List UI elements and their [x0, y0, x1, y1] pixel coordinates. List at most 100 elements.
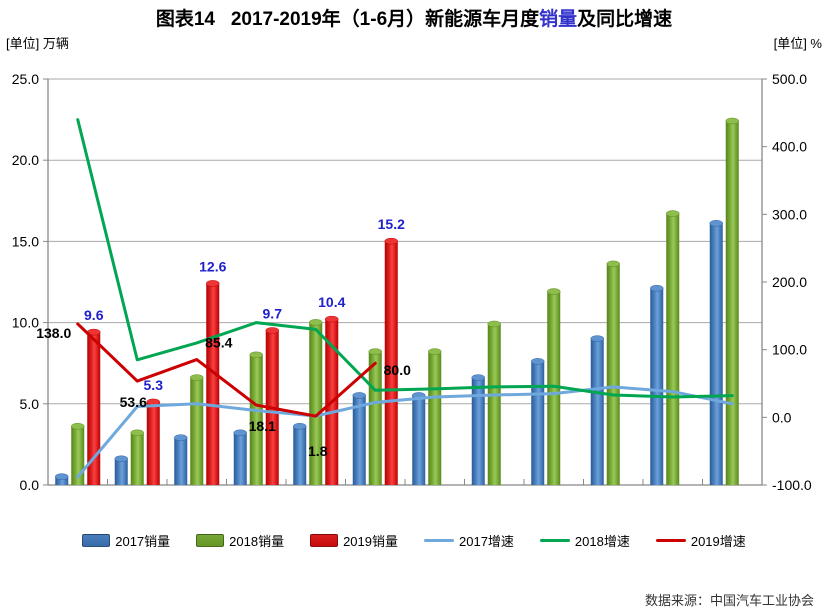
bar-2019销量-2月: [146, 398, 160, 485]
bar-body: [114, 458, 128, 485]
title-prefix: 图表14: [155, 9, 215, 30]
data-label-growth-2019: 80.0: [384, 362, 411, 378]
bar-2019销量-3月: [206, 280, 220, 485]
line-2017增速: [76, 385, 734, 479]
legend-label: 2017销量: [115, 533, 171, 549]
legend-swatch-bar-icon: [196, 533, 225, 547]
bar-body: [249, 354, 263, 485]
legend-item-2017增速[interactable]: 2017增速: [424, 531, 514, 550]
legend-swatch-line-icon: [424, 538, 454, 542]
bar-2018销量-1月: [71, 423, 85, 485]
bar-cap: [71, 423, 85, 430]
bar-cap: [265, 327, 279, 334]
bar-body: [650, 288, 664, 485]
line-2019增速: [76, 322, 377, 418]
bar-cap: [174, 434, 188, 441]
bar-body: [590, 338, 604, 485]
y2-tick-label: 300.0: [772, 206, 807, 222]
y-tick-label: 20.0: [12, 152, 39, 168]
bar-body: [87, 332, 101, 485]
bar-2018销量-7月: [428, 348, 442, 485]
bar-2017销量-5月: [293, 423, 307, 485]
y2-tick-label: 0.0: [772, 409, 792, 425]
chart-legend: 2017销量 2018销量 2019销量 2017增速 2018增速 2019增速: [0, 527, 828, 553]
bar-2017销量-7月: [412, 392, 426, 485]
bar-cap: [650, 284, 664, 292]
bar-2017销量-6月: [352, 392, 366, 485]
left-axis-unit: [单位] 万辆: [6, 36, 69, 51]
bar-body: [190, 377, 204, 485]
bar-body: [709, 223, 723, 485]
legend-item-2019增速[interactable]: 2019增速: [655, 531, 746, 550]
plot-background: [48, 79, 762, 485]
legend-item-2018增速[interactable]: 2018增速: [539, 531, 630, 550]
y2-tick-label: 200.0: [772, 274, 807, 290]
bar-2018销量-3月: [190, 374, 204, 485]
bar-2017销量-8月: [471, 374, 485, 485]
legend-item-2019销量[interactable]: 2019销量: [310, 531, 398, 550]
data-label-growth-2019: 85.4: [205, 335, 232, 351]
source-note: 数据来源：中国汽车工业协会: [644, 593, 814, 608]
bar-body: [471, 377, 485, 485]
bar-2018销量-4月: [249, 351, 263, 485]
legend-label: 2017增速: [459, 533, 514, 549]
bar-body: [55, 476, 69, 485]
bar-body: [428, 351, 442, 485]
bar-cap: [325, 315, 339, 323]
bar-cap: [130, 429, 144, 437]
y2-tick-label: 500.0: [772, 71, 807, 87]
bar-cap: [384, 237, 398, 245]
bar-body: [174, 437, 188, 485]
bar-2017销量-10月: [590, 335, 604, 485]
bar-2018销量-10月: [606, 260, 620, 485]
bar-body: [71, 426, 85, 485]
bar-cap: [428, 348, 442, 355]
bar-cap: [471, 374, 485, 381]
plot-area: 0.0 5.0 10.0 15.0 20.0 25.0 -100.0 0.0 100.0 200.…: [0, 60, 828, 490]
bar-2018销量-9月: [547, 288, 561, 485]
bar-body: [606, 263, 620, 485]
bar-cap: [233, 429, 247, 437]
y2-tick-label: 400.0: [772, 139, 807, 155]
bar-body: [309, 322, 323, 485]
y-tick-label: 5.0: [20, 396, 40, 412]
bar-cap: [487, 320, 501, 328]
title-main-a: 2017-2019年（1-6月）新能源车月度: [230, 9, 540, 30]
bar-body: [412, 395, 426, 485]
bar-2017销量-9月: [531, 358, 545, 485]
bar-cap: [352, 392, 366, 399]
bar-body: [146, 401, 160, 485]
legend-swatch-bar-icon: [82, 533, 111, 547]
legend-swatch-line-icon: [655, 538, 686, 542]
bar-cap: [190, 374, 204, 381]
bar-2017销量-12月: [709, 220, 723, 485]
y-tick-label: 15.0: [12, 233, 39, 249]
bar-cap: [114, 455, 128, 463]
legend-label: 2019增速: [690, 533, 746, 549]
legend-label: 2019销量: [343, 533, 398, 549]
data-label-sales-2019: 5.3: [144, 377, 164, 393]
legend-swatch-bar-icon: [310, 533, 339, 547]
bar-2017销量-3月: [174, 434, 188, 485]
title-main-b: 及同比增速: [577, 9, 673, 30]
bar-body: [206, 283, 220, 485]
chart-title: 图表14 2017-2019年（1-6月）新能源车月度销量及同比增速: [0, 4, 828, 31]
bar-cap: [709, 220, 723, 227]
legend-item-2017销量[interactable]: 2017销量: [82, 531, 170, 550]
bar-cap: [368, 348, 382, 355]
data-label-sales-2019: 9.6: [84, 307, 104, 323]
y2-tick-label: 100.0: [772, 342, 807, 358]
legend-label: 2018增速: [574, 533, 630, 549]
bar-body: [352, 395, 366, 485]
bar-2017销量-11月: [650, 284, 664, 485]
bar-body: [725, 120, 739, 485]
data-label-sales-2019: 12.6: [199, 258, 226, 274]
data-label-sales-2019: 15.2: [378, 216, 405, 232]
bar-cap: [725, 117, 739, 125]
title-highlight: 销量: [539, 9, 578, 30]
data-label-growth-2019: 138.0: [36, 325, 71, 341]
legend-item-2018销量[interactable]: 2018销量: [196, 531, 284, 550]
data-label-growth-2019: 18.1: [249, 418, 276, 434]
bar-cap: [206, 280, 220, 287]
